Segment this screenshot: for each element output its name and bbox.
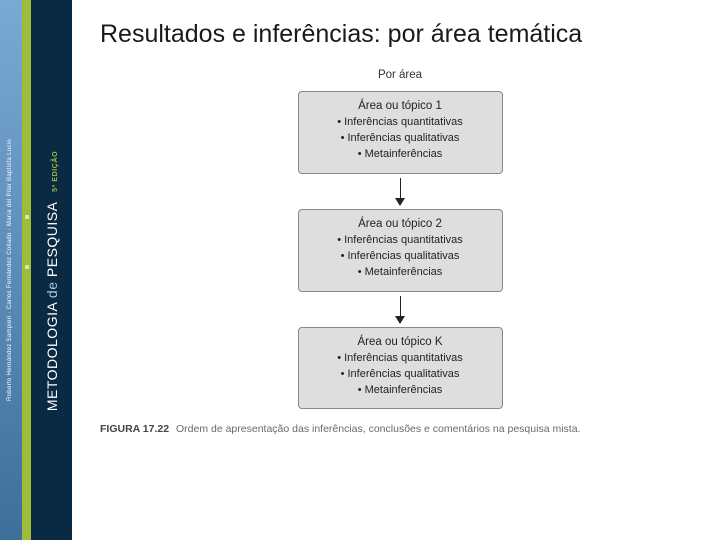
spine-dot-icon xyxy=(25,265,29,269)
box-line: • Inferências quantitativas xyxy=(309,233,492,249)
spine-edition: 5ª EDIÇÃO xyxy=(52,151,59,192)
diagram-box-k: Área ou tópico K • Inferências quantitat… xyxy=(298,327,503,410)
box-line: • Inferências quantitativas xyxy=(309,115,492,131)
box-heading: Área ou tópico 1 xyxy=(309,100,492,112)
page-title: Resultados e inferências: por área temát… xyxy=(100,20,700,49)
spine-authors-strip: Roberto Hernández Sampieri · Carlos Fern… xyxy=(0,0,22,540)
diagram-box-2: Área ou tópico 2 • Inferências quantitat… xyxy=(298,209,503,292)
spine-dot-icon xyxy=(25,215,29,219)
box-line: • Metainferências xyxy=(309,147,492,163)
box-line: • Inferências qualitativas xyxy=(309,131,492,147)
book-spine: Roberto Hernández Sampieri · Carlos Fern… xyxy=(0,0,72,540)
spine-title-strip: METODOLOGIA de PESQUISA 5ª EDIÇÃO xyxy=(31,0,72,540)
box-line: • Inferências qualitativas xyxy=(309,249,492,265)
diagram-header: Por área xyxy=(378,69,422,81)
figure-caption-text: Ordem de apresentação das inferências, c… xyxy=(176,423,580,435)
box-line: • Metainferências xyxy=(309,383,492,399)
spine-title-mid: de xyxy=(44,281,60,298)
box-line: • Inferências qualitativas xyxy=(309,367,492,383)
box-line: • Metainferências xyxy=(309,265,492,281)
arrow-down-icon xyxy=(395,178,405,206)
flow-diagram: Por área Área ou tópico 1 • Inferências … xyxy=(100,69,700,409)
figure-caption: FIGURA 17.22 Ordem de apresentação das i… xyxy=(100,423,700,435)
figure-label: FIGURA 17.22 xyxy=(100,423,169,435)
diagram-box-1: Área ou tópico 1 • Inferências quantitat… xyxy=(298,91,503,174)
box-line: • Inferências quantitativas xyxy=(309,351,492,367)
box-heading: Área ou tópico K xyxy=(309,336,492,348)
spine-accent-strip xyxy=(22,0,31,540)
spine-authors-text: Roberto Hernández Sampieri · Carlos Fern… xyxy=(7,139,15,401)
slide-content: Resultados e inferências: por área temát… xyxy=(72,0,720,540)
spine-title-text: METODOLOGIA de PESQUISA 5ª EDIÇÃO xyxy=(44,151,60,411)
spine-title-prefix: METODOLOGIA xyxy=(44,302,60,411)
box-heading: Área ou tópico 2 xyxy=(309,218,492,230)
spine-title-main: PESQUISA xyxy=(44,202,60,277)
arrow-down-icon xyxy=(395,296,405,324)
